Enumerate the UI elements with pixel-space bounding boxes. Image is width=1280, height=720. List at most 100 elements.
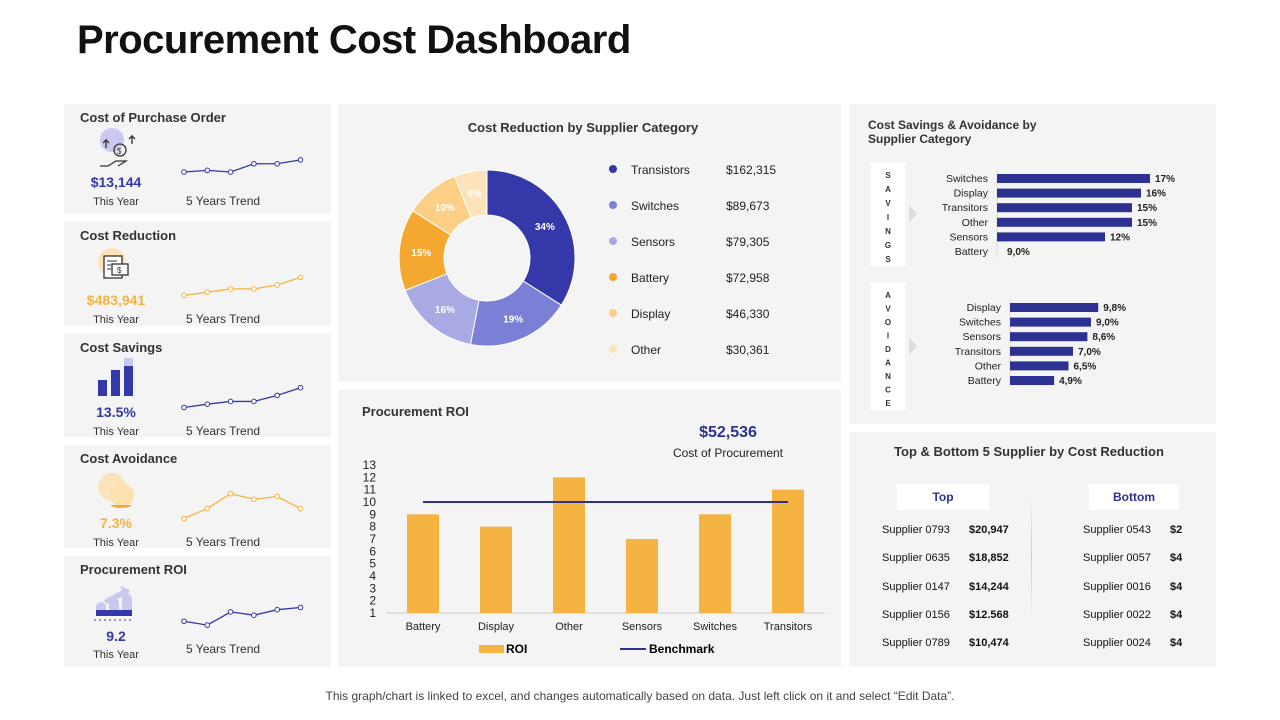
tab-top[interactable]: Top (897, 484, 989, 510)
sparkline-point (274, 282, 280, 288)
kpi-value: $13,144 (90, 174, 142, 190)
kpi-title: Cost of Purchase Order (80, 110, 226, 125)
growth-arrow-icon (94, 586, 134, 621)
hbar[interactable] (997, 174, 1150, 183)
supplier-name: Supplier 0016 (1083, 580, 1151, 593)
legend-dot-icon (609, 273, 617, 281)
group-label-letter: A (885, 291, 891, 300)
hbar[interactable] (1010, 376, 1055, 385)
slice-label: 6% (467, 189, 482, 200)
roi-bar[interactable] (699, 514, 731, 613)
hbar[interactable] (997, 188, 1141, 198)
bar-value-label: 15% (1137, 218, 1157, 229)
sparkline-point (297, 274, 304, 281)
cost-of-procurement-label: Cost of Procurement (672, 446, 784, 460)
kpi-title: Cost Reduction (80, 228, 177, 243)
hbar[interactable] (1010, 346, 1073, 356)
kpi-card: Cost of Purchase Order $ $13,144 This Ye… (64, 104, 331, 214)
sparkline-point (251, 398, 257, 405)
donut-slice-other[interactable] (453, 169, 488, 219)
legend-dot-icon (609, 165, 617, 173)
group-label-letter: N (885, 372, 891, 381)
legend-label: Transistors (631, 163, 690, 177)
sparkline-point (181, 292, 187, 299)
bar-category-label: Switches (946, 173, 988, 185)
suppliers-title: Top & Bottom 5 Supplier by Cost Reductio… (894, 444, 1164, 459)
kpi-sub-label: This Year (93, 649, 139, 661)
supplier-name: Supplier 0057 (1083, 552, 1151, 565)
sparkline-point (297, 505, 304, 512)
legend-dot-icon (609, 309, 617, 317)
hbar[interactable] (997, 217, 1132, 227)
x-tick-label: Other (555, 621, 583, 633)
donut-slice-transistors[interactable] (486, 169, 576, 306)
tab-bottom[interactable]: Bottom (1089, 484, 1179, 510)
hbar[interactable] (1010, 361, 1069, 371)
bar-category-label: Battery (968, 375, 1002, 387)
savings-title: Cost Savings & Avoidance by Supplier Cat… (868, 118, 1037, 146)
kpi-value: 7.3% (100, 515, 132, 531)
group-label-letter: C (885, 386, 891, 395)
legend-benchmark-label: Benchmark (649, 642, 715, 656)
roi-bar[interactable] (772, 489, 804, 613)
legend-dot-icon (609, 201, 617, 209)
trend-label: 5 Years Trend (186, 642, 261, 656)
kpi-card: Cost Reduction $ $483,941 This Year 5 Ye… (64, 222, 331, 326)
bar-category-label: Sensors (962, 331, 1001, 343)
sparkline-point (274, 392, 280, 399)
y-tick-label: 3 (369, 581, 376, 595)
bar-category-label: Display (954, 188, 989, 200)
y-tick-label: 4 (369, 569, 376, 583)
hbar[interactable] (997, 232, 1105, 242)
roi-bar[interactable] (553, 477, 585, 613)
trend-label: 5 Years Trend (186, 194, 261, 208)
legend-value: $79,305 (726, 235, 770, 249)
legend-roi-swatch (479, 645, 504, 653)
group-label-letter: S (885, 255, 891, 264)
sparkline (181, 384, 304, 411)
group-label-letter: G (885, 241, 891, 250)
sparkline-point (274, 160, 280, 167)
trend-label: 5 Years Trend (186, 535, 261, 549)
donut-chart[interactable]: 34% 19% 16% 15% 10% 6% (338, 104, 841, 382)
bar-value-label: 9,0% (1007, 247, 1030, 258)
slice-label: 15% (411, 248, 431, 259)
hbar[interactable] (997, 203, 1132, 213)
x-tick-label: Battery (406, 621, 441, 633)
y-tick-label: 6 (369, 544, 376, 558)
page-title: Procurement Cost Dashboard (77, 18, 631, 62)
y-tick-label: 5 (369, 557, 376, 571)
suppliers-panel: Top & Bottom 5 Supplier by Cost Reductio… (849, 432, 1216, 667)
hbar[interactable] (1010, 303, 1099, 312)
sparkline-point (227, 398, 234, 405)
supplier-value: $2 (1170, 524, 1183, 536)
sparkline-point (297, 157, 304, 163)
chevron-right-icon (909, 337, 917, 355)
supplier-name: Supplier 0022 (1083, 608, 1151, 621)
legend-label: Switches (631, 199, 680, 213)
invoice-dollar-icon: $ (98, 248, 129, 279)
bar-category-label: Switches (959, 317, 1001, 329)
svg-text:$: $ (117, 266, 122, 275)
sparkline-point (204, 505, 211, 512)
trend-label: 5 Years Trend (186, 424, 261, 438)
bar-value-label: 8,6% (1092, 332, 1115, 343)
roi-bar[interactable] (407, 514, 439, 613)
donut-title: Cost Reduction by Supplier Category (467, 120, 699, 135)
x-tick-label: Transitors (764, 621, 813, 633)
roi-bar[interactable] (626, 539, 658, 613)
roi-bar[interactable] (480, 526, 512, 613)
chevron-right-icon (909, 205, 917, 223)
group-label-letter: A (885, 359, 891, 368)
divider (1031, 492, 1032, 622)
legend-value: $162,315 (726, 163, 777, 177)
group-label-letter: V (885, 305, 891, 314)
bar-value-label: 7,0% (1078, 347, 1101, 358)
kpi-card: Cost Savings 13.5% This Year 5 Years Tre… (64, 334, 331, 438)
bar-category-label: Other (962, 217, 989, 229)
hbar[interactable] (1010, 317, 1091, 327)
hbar[interactable] (1010, 332, 1088, 342)
sparkline-point (297, 384, 304, 391)
